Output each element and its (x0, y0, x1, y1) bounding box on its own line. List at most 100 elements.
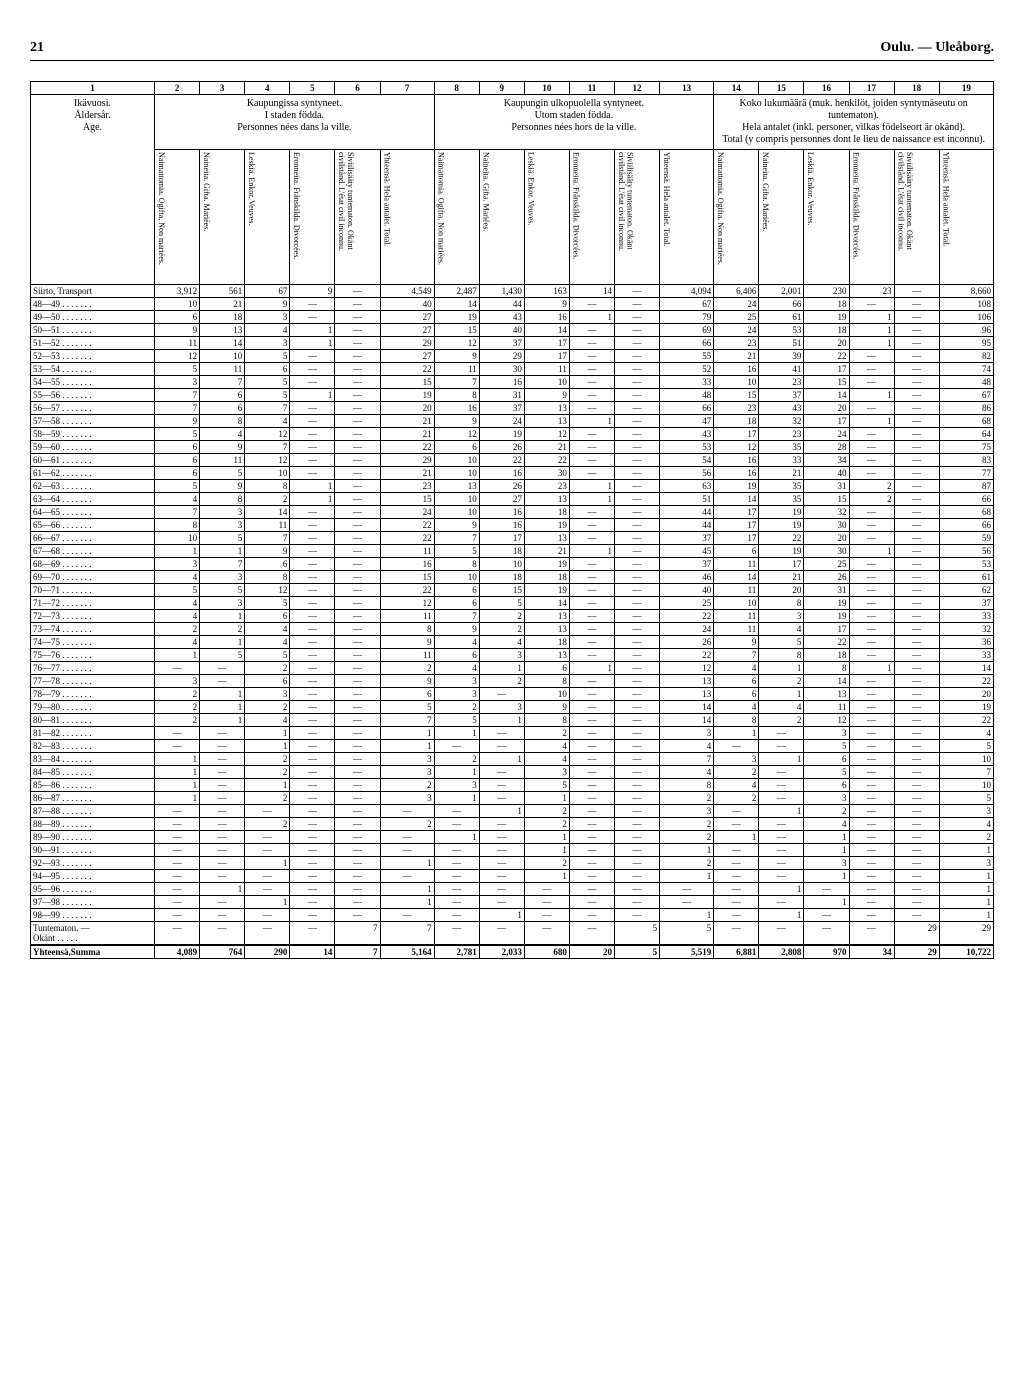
cell-value: 48 (939, 376, 993, 389)
cell-value: — (759, 831, 804, 844)
col-num: 11 (569, 82, 614, 95)
cell-value: 8 (759, 649, 804, 662)
cell-value: — (434, 844, 479, 857)
cell-value: 1 (569, 493, 614, 506)
cell-value: 2 (524, 805, 569, 818)
cell-value: 6 (804, 753, 849, 766)
cell-value: 29 (894, 922, 939, 946)
cell-value: 16 (479, 519, 524, 532)
cell-value: — (894, 389, 939, 402)
cell-value: — (849, 766, 894, 779)
cell-value: — (894, 441, 939, 454)
total-cell: 7 (335, 945, 380, 959)
cell-value: — (894, 363, 939, 376)
column-header: Naineita. Gifta. Mariées. (759, 150, 804, 285)
cell-value: 4 (245, 623, 290, 636)
group-header-row: Ikävuosi. Åldersår. Age. Kaupungissa syn… (31, 95, 994, 150)
age-label: 55—56 . . . . . . . (31, 389, 155, 402)
cell-value: — (615, 818, 660, 831)
cell-value: 82 (939, 350, 993, 363)
cell-value: 53 (939, 558, 993, 571)
cell-value: 61 (939, 571, 993, 584)
cell-value: 45 (660, 545, 714, 558)
cell-value: 14 (434, 298, 479, 311)
cell-value: 95 (939, 337, 993, 350)
cell-value: — (894, 779, 939, 792)
cell-value: — (615, 467, 660, 480)
cell-value: — (479, 896, 524, 909)
age-label: 86—87 . . . . . . . (31, 792, 155, 805)
cell-value: 9 (524, 701, 569, 714)
cell-value: — (894, 818, 939, 831)
table-row: 65—66 . . . . . . .8311——2291619——441719… (31, 519, 994, 532)
cell-value: 1 (245, 740, 290, 753)
column-header: Yhteensä. Hela antalet. Total. (380, 150, 434, 285)
cell-value: 16 (714, 454, 759, 467)
cell-value: — (894, 727, 939, 740)
cell-value: 13 (524, 402, 569, 415)
cell-value: 11 (434, 363, 479, 376)
cell-value: — (335, 740, 380, 753)
cell-value: — (569, 857, 614, 870)
cell-value: 10 (939, 753, 993, 766)
cell-value: 19 (759, 545, 804, 558)
cell-value: — (849, 584, 894, 597)
demographics-table: 12345678910111213141516171819 Ikävuosi. … (30, 81, 994, 959)
cell-value: 9 (524, 298, 569, 311)
cell-value: — (569, 519, 614, 532)
cell-value: 2 (479, 623, 524, 636)
cell-value: 33 (759, 454, 804, 467)
cell-value: 6 (245, 675, 290, 688)
cell-value: — (524, 922, 569, 946)
cell-value: — (335, 285, 380, 298)
cell-value: 21 (759, 571, 804, 584)
cell-value: — (849, 701, 894, 714)
cell-value: — (759, 779, 804, 792)
cell-value: 12 (804, 714, 849, 727)
cell-value: — (894, 402, 939, 415)
cell-value: 1 (155, 545, 200, 558)
age-label: 63—64 . . . . . . . (31, 493, 155, 506)
cell-value: — (335, 493, 380, 506)
cell-value: 15 (804, 376, 849, 389)
cell-value: 14 (200, 337, 245, 350)
cell-value: 1 (200, 883, 245, 896)
cell-value: — (894, 909, 939, 922)
column-header: Naimattomia. Ogifta. Non mariées. (155, 150, 200, 285)
cell-value: 12 (524, 428, 569, 441)
cell-value: 6 (714, 545, 759, 558)
cell-value: — (615, 740, 660, 753)
cell-value: — (434, 805, 479, 818)
cell-value: 13 (660, 688, 714, 701)
age-label: 75—76 . . . . . . . (31, 649, 155, 662)
cell-value: — (894, 519, 939, 532)
cell-value: 3 (660, 727, 714, 740)
cell-value: 5 (479, 597, 524, 610)
cell-value: 12 (155, 350, 200, 363)
cell-value: 68 (939, 506, 993, 519)
cell-value: 1 (804, 870, 849, 883)
cell-value: 69 (660, 324, 714, 337)
cell-value: — (894, 740, 939, 753)
cell-value: — (335, 467, 380, 480)
cell-value: 16 (714, 363, 759, 376)
cell-value: — (335, 662, 380, 675)
total-cell: 20 (569, 945, 614, 959)
cell-value: — (849, 649, 894, 662)
cell-value: 6 (200, 402, 245, 415)
cell-value: 9 (200, 480, 245, 493)
cell-value: 13 (524, 610, 569, 623)
cell-value: 40 (804, 467, 849, 480)
cell-value: 22 (660, 610, 714, 623)
cell-value: — (524, 909, 569, 922)
cell-value: — (290, 909, 335, 922)
cell-value: 4 (759, 701, 804, 714)
cell-value: 25 (660, 597, 714, 610)
cell-value: 19 (479, 428, 524, 441)
table-row: 92—93 . . . . . . .——1——1——2——2——3——3 (31, 857, 994, 870)
cell-value: 2 (660, 818, 714, 831)
cell-value: 1 (434, 727, 479, 740)
cell-value: 7 (200, 376, 245, 389)
cell-value: 10 (434, 493, 479, 506)
cell-value: 4 (804, 818, 849, 831)
